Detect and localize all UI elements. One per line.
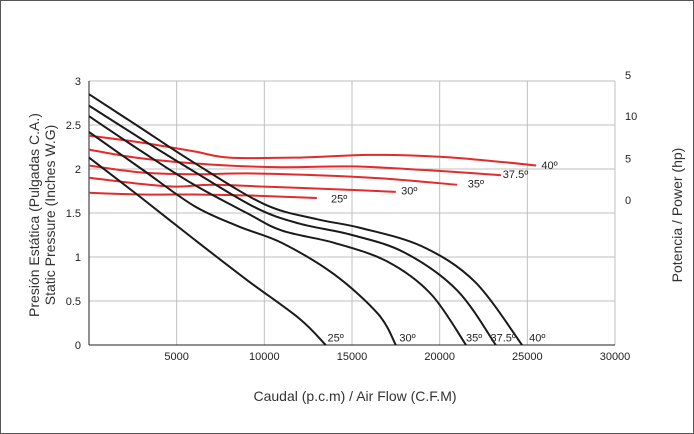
axes xyxy=(88,81,615,346)
power-curve-label-2: 35º xyxy=(468,178,484,190)
y-tick-label-3: 1.5 xyxy=(66,208,81,220)
power-tick-label-1: 5 xyxy=(625,153,631,165)
y-tick-labels: 0 0.5 1 1.5 2 2.5 3 xyxy=(66,76,81,352)
power-curve-label-3: 37.5º xyxy=(503,169,528,181)
pressure-curve-label-3: 37.5º xyxy=(491,332,516,344)
power-curve-4 xyxy=(88,134,537,167)
y-tick-label-4: 2 xyxy=(75,164,81,176)
pressure-curve-2 xyxy=(88,115,467,346)
x-tick-label-4: 25000 xyxy=(512,351,543,363)
x-tick-label-5: 30000 xyxy=(600,351,631,363)
power-curve-0 xyxy=(88,191,317,199)
power-curve-3 xyxy=(88,148,502,177)
x-tick-label-3: 20000 xyxy=(424,351,455,363)
power-curves xyxy=(88,134,537,199)
pressure-curve-label-2: 35º xyxy=(466,332,482,344)
pressure-curves xyxy=(88,93,523,346)
y-tick-label-2: 1 xyxy=(75,252,81,264)
y-tick-label-5: 2.5 xyxy=(66,120,81,132)
pressure-curve-label-1: 30º xyxy=(399,332,415,344)
pressure-curve-3 xyxy=(88,104,497,346)
y-axis-label-en: Static Pressure (Inches W.G) xyxy=(42,125,58,306)
x-tick-labels: 5000 10000 15000 20000 25000 30000 xyxy=(164,351,630,363)
power-tick-labels: 0 5 10 5 xyxy=(625,70,637,207)
power-curve-2 xyxy=(88,164,458,186)
pressure-curve-0 xyxy=(88,156,327,346)
right-axis-label: Potencia / Power (hp) xyxy=(669,148,685,283)
power-tick-label-2: 10 xyxy=(625,111,637,123)
y-tick-label-6: 3 xyxy=(75,76,81,88)
y-tick-label-1: 0.5 xyxy=(66,296,81,308)
y-tick-label-0: 0 xyxy=(75,340,81,352)
power-curve-label-4: 40º xyxy=(541,160,557,172)
x-tick-label-2: 15000 xyxy=(337,351,368,363)
pressure-curve-label-4: 40º xyxy=(529,332,545,344)
power-tick-label-3: 5 xyxy=(625,70,631,82)
pressure-curve-1 xyxy=(88,131,397,346)
x-axis-label: Caudal (p.c.m) / Air Flow (C.F.M) xyxy=(253,388,456,404)
pressure-curve-4 xyxy=(88,93,523,346)
grid xyxy=(89,80,616,346)
y-axis-label-es: Presión Estática (Pulgadas C.A.) xyxy=(26,113,42,317)
power-curve-1 xyxy=(88,176,396,193)
power-curve-label-0: 25º xyxy=(331,193,347,205)
pressure-curve-label-0: 25º xyxy=(327,332,343,344)
curve-labels: 25º 30º 35º 37.5º 40º 25º 30º 35º 37.5º 40º xyxy=(327,160,557,344)
power-curve-label-1: 30º xyxy=(401,186,417,198)
power-tick-label-0: 0 xyxy=(625,195,631,207)
x-tick-label-0: 5000 xyxy=(164,351,188,363)
x-tick-label-1: 10000 xyxy=(249,351,280,363)
